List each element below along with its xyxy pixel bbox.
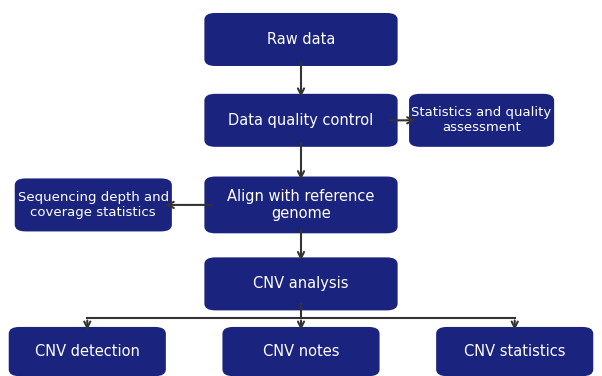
- FancyBboxPatch shape: [436, 327, 593, 376]
- Text: CNV notes: CNV notes: [262, 344, 340, 359]
- FancyBboxPatch shape: [205, 94, 397, 147]
- Text: Sequencing depth and
coverage statistics: Sequencing depth and coverage statistics: [17, 191, 169, 219]
- Text: Data quality control: Data quality control: [228, 113, 374, 128]
- FancyBboxPatch shape: [14, 179, 172, 231]
- FancyBboxPatch shape: [8, 327, 166, 376]
- Text: CNV analysis: CNV analysis: [253, 276, 349, 291]
- Text: CNV statistics: CNV statistics: [464, 344, 565, 359]
- FancyBboxPatch shape: [223, 327, 380, 376]
- FancyBboxPatch shape: [205, 257, 397, 311]
- Text: Align with reference
genome: Align with reference genome: [228, 189, 374, 221]
- FancyBboxPatch shape: [205, 13, 397, 66]
- FancyBboxPatch shape: [205, 177, 397, 233]
- FancyBboxPatch shape: [409, 94, 554, 147]
- Text: Raw data: Raw data: [267, 32, 335, 47]
- Text: CNV detection: CNV detection: [35, 344, 140, 359]
- Text: Statistics and quality
assessment: Statistics and quality assessment: [412, 106, 551, 134]
